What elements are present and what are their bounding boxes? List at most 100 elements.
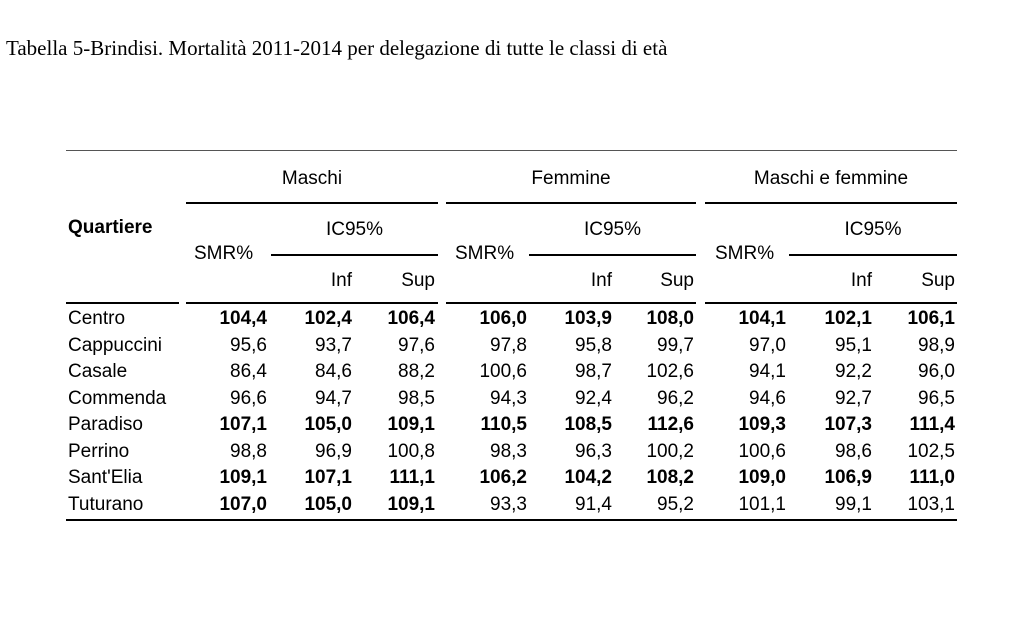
- table-cell: 96,3: [575, 440, 612, 462]
- table-cell: 103,1: [907, 493, 955, 515]
- smr-label-femmine: SMR%: [455, 243, 515, 264]
- table-cell: 105,0: [304, 414, 352, 435]
- table-cell: 108,5: [564, 414, 612, 435]
- table-cell: 102,5: [907, 440, 955, 462]
- header-rule-quartiere: [66, 302, 179, 304]
- table-cell: 88,2: [398, 361, 435, 382]
- table-cell: 94,7: [315, 387, 352, 409]
- table-cell: 98,8: [230, 440, 267, 462]
- table-cell: 108,0: [646, 308, 694, 329]
- table-cell: 106,1: [907, 308, 955, 329]
- table-cell: 100,2: [646, 440, 694, 462]
- row-label: Tuturano: [68, 493, 144, 515]
- row-header-quartiere: Quartiere: [68, 217, 153, 238]
- ci-label-maschi-e-femmine: IC95%: [844, 219, 902, 240]
- row-label: Sant'Elia: [68, 467, 143, 488]
- smr-label-maschi-e-femmine: SMR%: [715, 243, 775, 264]
- header-rule-maschi: [186, 302, 438, 304]
- table-cell: 104,4: [219, 308, 267, 329]
- top-rule: [66, 150, 957, 151]
- table-cell: 107,3: [824, 414, 872, 435]
- table-cell: 106,2: [479, 467, 527, 488]
- table-cell: 103,9: [564, 308, 612, 329]
- table-cell: 92,4: [575, 387, 612, 409]
- inf-label-maschi: Inf: [330, 270, 352, 291]
- table-cell: 101,1: [738, 493, 786, 515]
- table-cell: 96,2: [657, 387, 694, 409]
- table-caption: Tabella 5-Brindisi. Mortalità 2011-2014 …: [6, 36, 668, 60]
- table-cell: 102,4: [304, 308, 352, 329]
- smr-label-maschi: SMR%: [194, 243, 254, 264]
- table-cell: 86,4: [230, 361, 267, 382]
- table-cell: 111,4: [909, 414, 955, 435]
- table-cell: 104,2: [564, 467, 612, 488]
- table-cell: 102,6: [646, 361, 694, 382]
- header-rule-femmine: [446, 302, 696, 304]
- table-cell: 106,9: [824, 467, 872, 488]
- table-cell: 96,6: [230, 387, 267, 409]
- group-header-maschi: Maschi: [281, 168, 343, 189]
- table-cell: 99,1: [835, 493, 872, 515]
- ci-rule-femmine: [529, 254, 696, 256]
- table-cell: 94,3: [490, 387, 527, 409]
- table-cell: 106,0: [479, 308, 527, 329]
- table-cell: 97,8: [490, 334, 527, 356]
- table-cell: 100,6: [479, 361, 527, 382]
- group-rule-maschi-e-femmine: [705, 202, 957, 204]
- table-cell: 98,6: [835, 440, 872, 462]
- table-cell: 102,1: [824, 308, 872, 329]
- row-label: Commenda: [68, 387, 167, 409]
- table-cell: 108,2: [646, 467, 694, 488]
- group-header-maschi-e-femmine: Maschi e femmine: [753, 168, 909, 189]
- table-cell: 106,4: [387, 308, 435, 329]
- table-cell: 98,9: [918, 334, 955, 356]
- table-cell: 97,6: [398, 334, 435, 356]
- ci-label-femmine: IC95%: [583, 219, 642, 240]
- table-cell: 112,6: [647, 414, 695, 435]
- table-cell: 95,6: [230, 334, 267, 356]
- row-label: Paradiso: [68, 414, 143, 435]
- table-cell: 95,2: [657, 493, 694, 515]
- table-cell: 104,1: [738, 308, 786, 329]
- table-cell: 109,1: [387, 414, 435, 435]
- table-cell: 98,7: [575, 361, 612, 382]
- table-cell: 98,5: [398, 387, 435, 409]
- table-cell: 94,1: [749, 361, 786, 382]
- table-cell: 107,1: [304, 467, 352, 488]
- table-cell: 95,1: [835, 334, 872, 356]
- sup-label-maschi: Sup: [401, 270, 435, 291]
- table-cell: 100,6: [738, 440, 786, 462]
- table-cell: 92,7: [835, 387, 872, 409]
- table-cell: 109,3: [738, 414, 786, 435]
- table-cell: 96,0: [918, 361, 955, 382]
- ci-rule-maschi: [271, 254, 438, 256]
- table-cell: 98,3: [490, 440, 527, 462]
- table-cell: 109,0: [738, 467, 786, 488]
- table-cell: 107,1: [219, 414, 267, 435]
- row-label: Centro: [68, 308, 126, 329]
- table-cell: 91,4: [575, 493, 612, 515]
- table-cell: 84,6: [315, 361, 352, 382]
- table-cell: 94,6: [749, 387, 786, 409]
- table-cell: 100,8: [387, 440, 435, 462]
- inf-label-femmine: Inf: [590, 270, 612, 291]
- table-cell: 93,3: [490, 493, 527, 515]
- sup-label-femmine: Sup: [660, 270, 694, 291]
- sup-label-maschi-e-femmine: Sup: [921, 270, 955, 291]
- table-cell: 111,1: [389, 467, 435, 488]
- table-cell: 93,7: [315, 334, 352, 356]
- group-rule-femmine: [446, 202, 696, 204]
- table-cell: 96,5: [918, 387, 955, 409]
- table-cell: 96,9: [315, 440, 352, 462]
- header-rule-maschi-e-femmine: [705, 302, 957, 304]
- table-cell: 99,7: [657, 334, 694, 356]
- table-cell: 107,0: [219, 493, 267, 515]
- bottom-rule: [66, 519, 957, 521]
- group-header-femmine: Femmine: [531, 168, 611, 189]
- group-rule-maschi: [186, 202, 438, 204]
- table-cell: 92,2: [835, 361, 872, 382]
- table-cell: 109,1: [219, 467, 267, 488]
- table-cell: 111,0: [909, 467, 955, 488]
- inf-label-maschi-e-femmine: Inf: [850, 270, 872, 291]
